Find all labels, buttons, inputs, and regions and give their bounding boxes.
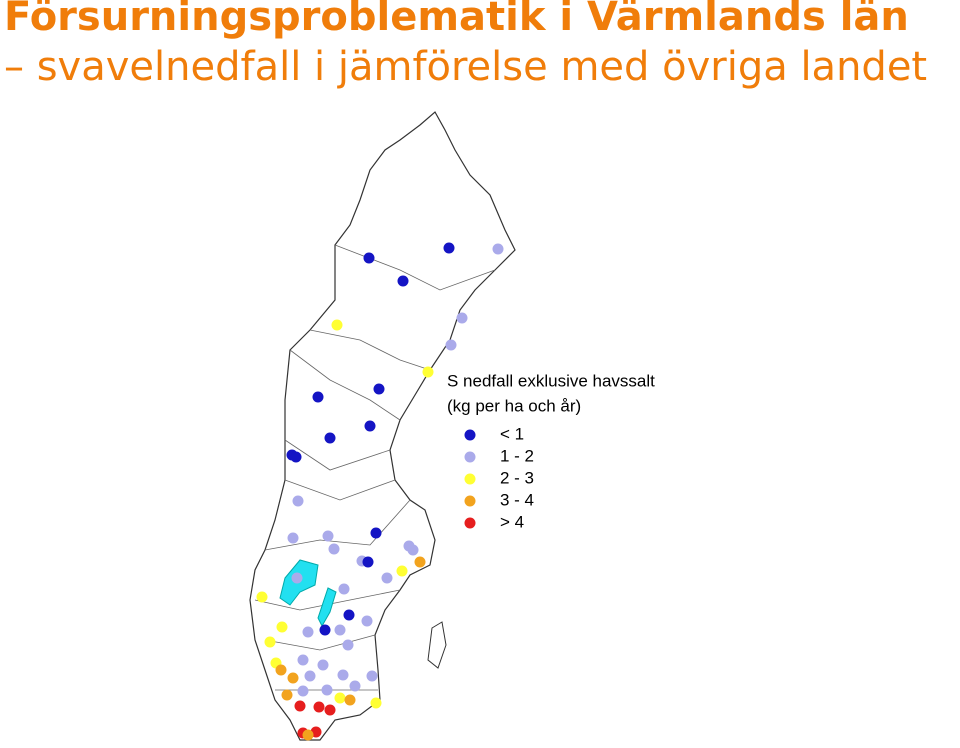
legend-label: < 1 <box>500 424 524 443</box>
station-dot <box>297 654 309 666</box>
legend-marker <box>464 429 476 441</box>
station-dot <box>414 556 426 568</box>
gotland <box>427 621 447 669</box>
lake-vattern <box>317 587 337 628</box>
station-dot <box>364 420 376 432</box>
station-dot <box>287 672 299 684</box>
station-dot <box>321 684 333 696</box>
station-dot <box>362 556 374 568</box>
station-dot <box>297 685 309 697</box>
station-dot <box>276 621 288 633</box>
station-dot <box>492 243 504 255</box>
legend-label: 2 - 3 <box>500 468 534 487</box>
station-dot <box>312 391 324 403</box>
station-dot <box>319 624 331 636</box>
station-dot <box>291 572 303 584</box>
station-dot <box>275 664 287 676</box>
station-dot <box>328 543 340 555</box>
station-dot <box>363 252 375 264</box>
country-outline <box>249 111 516 741</box>
station-dot <box>287 532 299 544</box>
legend-label: 3 - 4 <box>500 490 534 509</box>
station-dot <box>281 689 293 701</box>
station-dot <box>338 583 350 595</box>
station-dot <box>361 615 373 627</box>
station-dot <box>343 609 355 621</box>
station-dot <box>331 319 343 331</box>
station-dot <box>302 729 314 741</box>
station-dot <box>290 451 302 463</box>
station-dot <box>407 544 419 556</box>
station-dot <box>396 565 408 577</box>
station-dot <box>264 636 276 648</box>
station-dot <box>317 659 329 671</box>
station-dot <box>304 670 316 682</box>
station-dot <box>344 694 356 706</box>
station-dot <box>256 591 268 603</box>
station-dot <box>302 626 314 638</box>
station-dot <box>294 700 306 712</box>
legend-marker <box>464 495 476 507</box>
station-dot <box>324 432 336 444</box>
legend-label: > 4 <box>500 512 524 531</box>
subtitle: – svavelnedfall i jämförelse med övriga … <box>4 44 928 90</box>
station-dot <box>397 275 409 287</box>
legend-unit: (kg per ha och år) <box>447 396 581 415</box>
station-dot <box>334 692 346 704</box>
station-dot <box>313 701 325 713</box>
station-dot <box>324 704 336 716</box>
station-dot <box>370 527 382 539</box>
legend-marker <box>464 473 476 485</box>
legend-marker <box>464 451 476 463</box>
station-dot <box>322 530 334 542</box>
station-dot <box>366 670 378 682</box>
station-dot <box>445 339 457 351</box>
station-dot <box>342 639 354 651</box>
title: Försurningsproblematik i Värmlands län <box>4 0 909 40</box>
station-dot <box>422 366 434 378</box>
station-dot <box>370 697 382 709</box>
station-dot <box>381 572 393 584</box>
legend-marker <box>464 517 476 529</box>
station-dot <box>337 669 349 681</box>
station-dot <box>443 242 455 254</box>
legend-title: S nedfall exklusive havssalt <box>447 371 655 390</box>
station-dot <box>334 624 346 636</box>
station-dot <box>349 680 361 692</box>
station-dot <box>373 383 385 395</box>
station-dot <box>292 495 304 507</box>
station-dot <box>456 312 468 324</box>
legend-label: 1 - 2 <box>500 446 534 465</box>
